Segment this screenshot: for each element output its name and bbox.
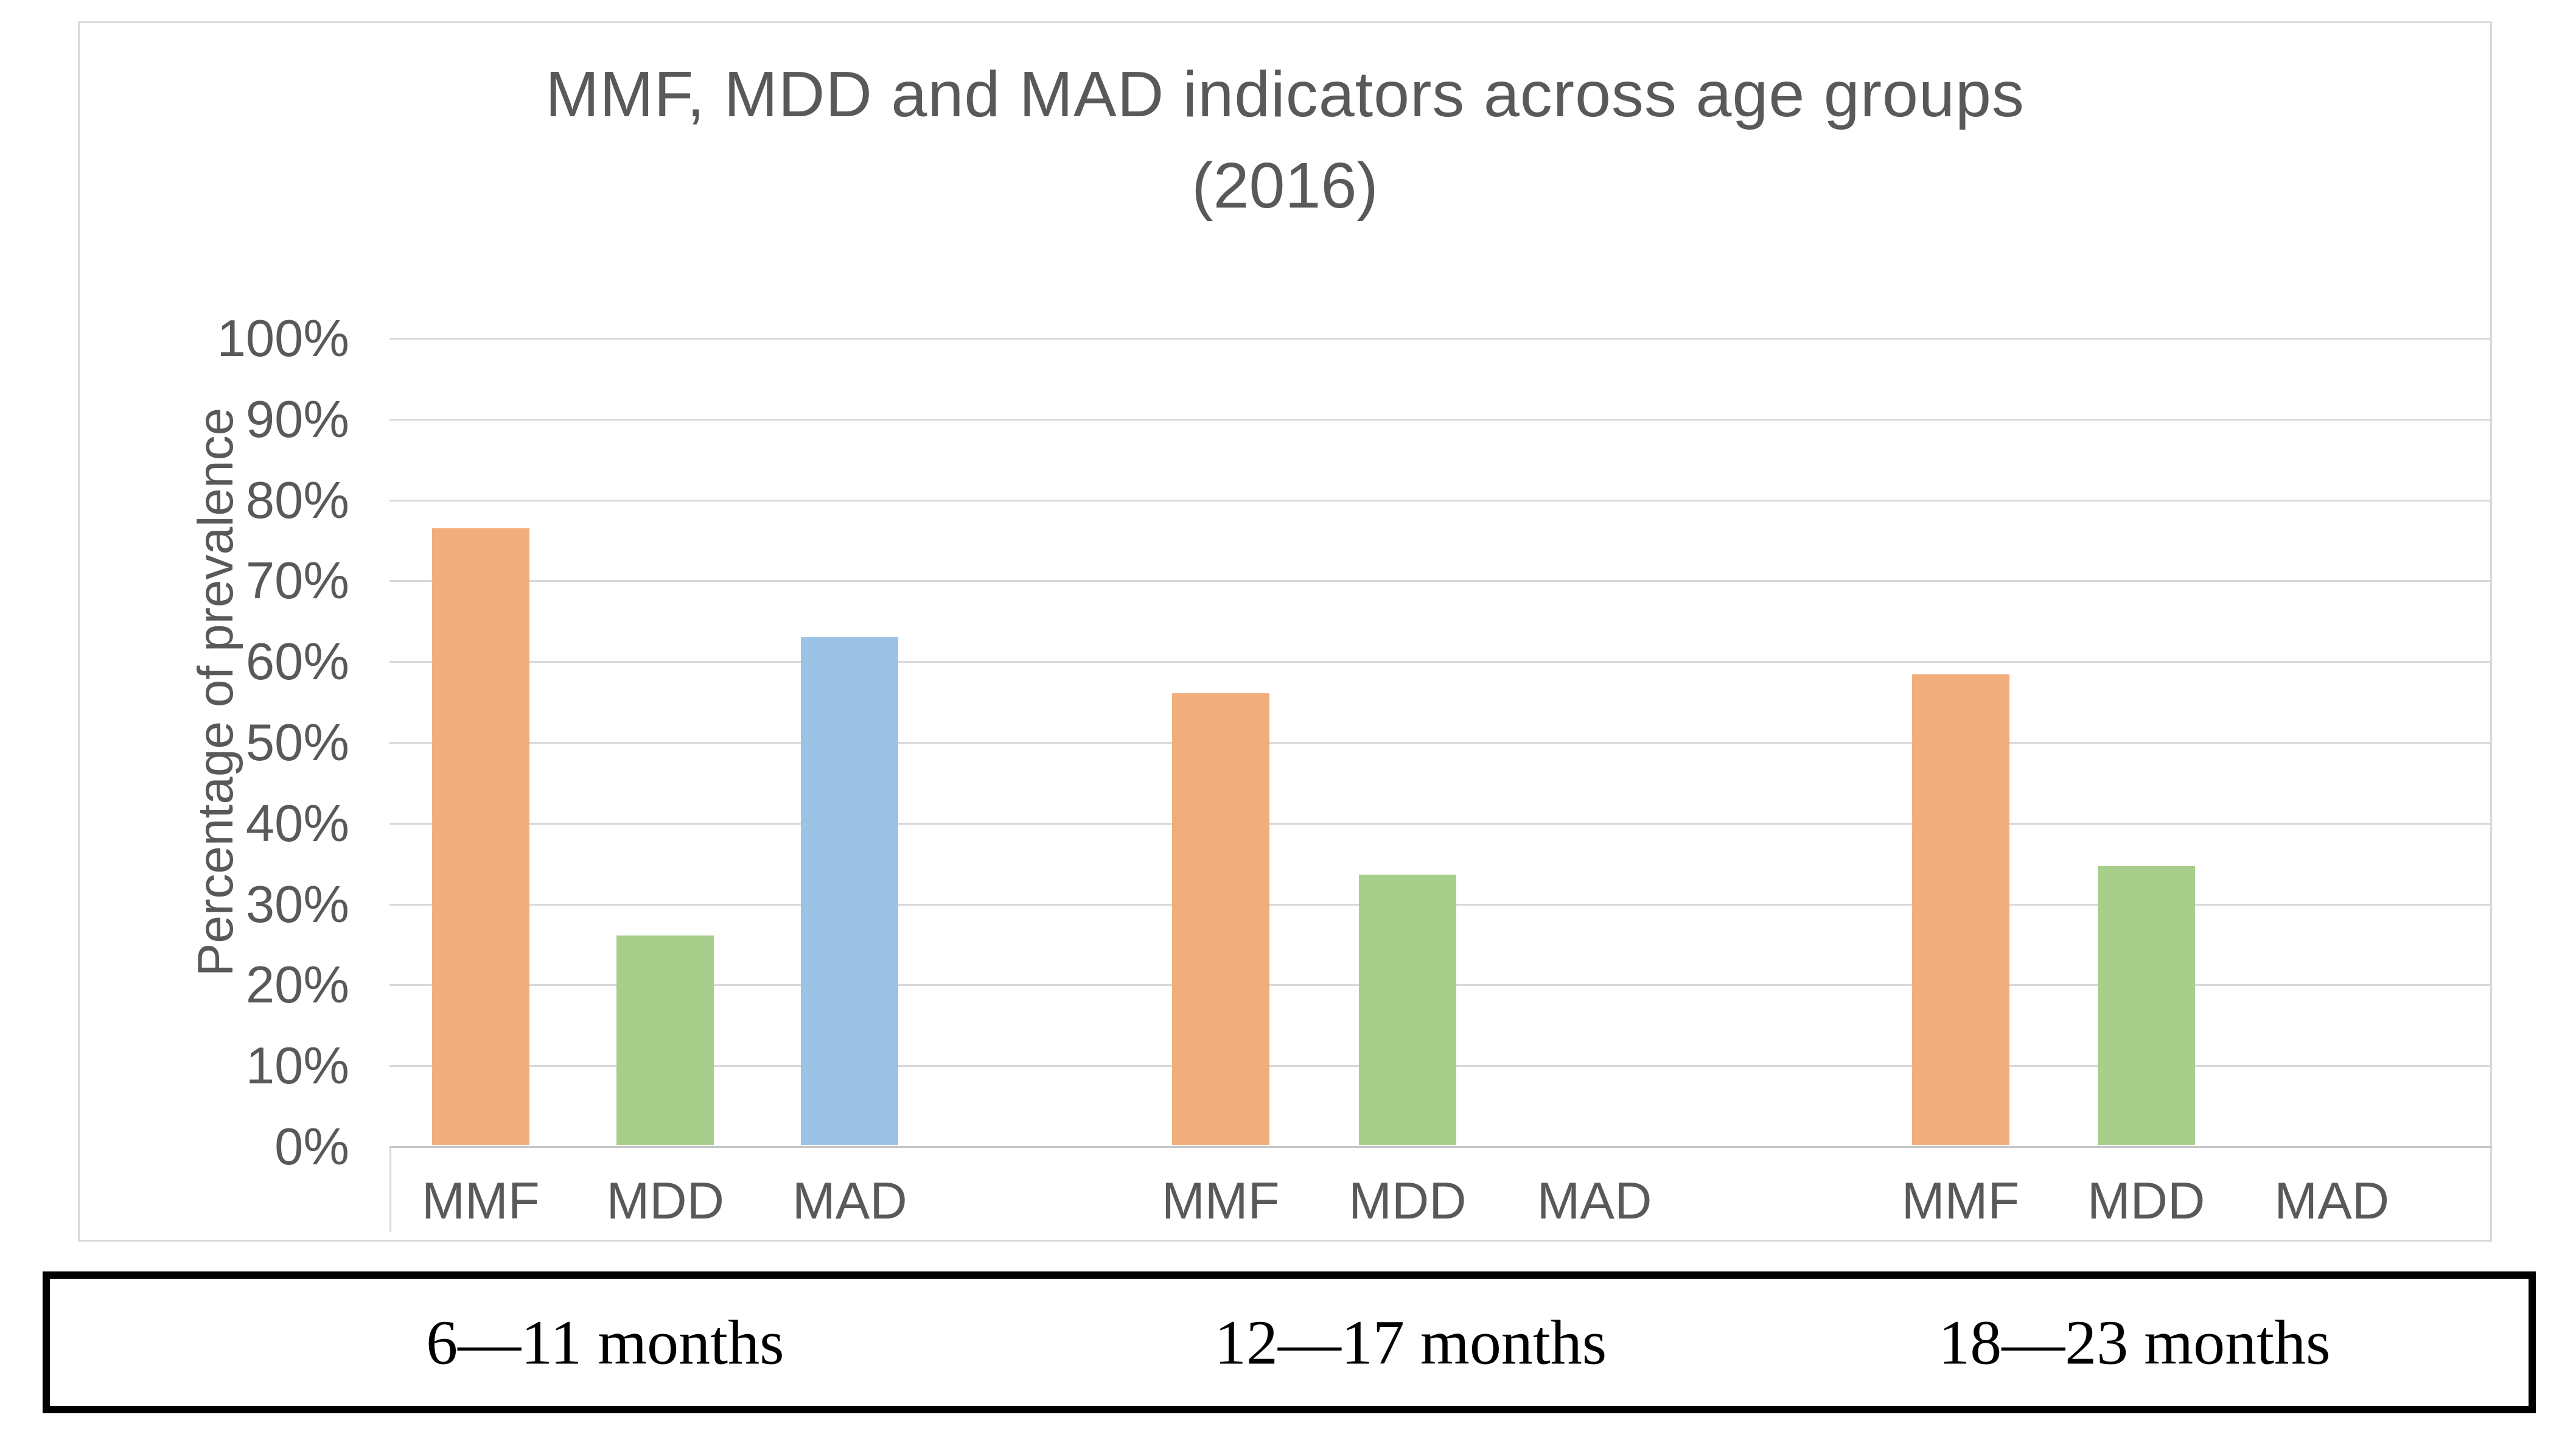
gridline-80% [389,499,2492,502]
y-tick-label-20%: 20% [245,956,349,1015]
x-tick-label-MAD-group2: MAD [1537,1172,1652,1230]
bar-MAD-group1 [801,637,899,1145]
gridline-50% [389,742,2492,744]
y-tick-label-0%: 0% [274,1118,349,1176]
bar-MDD-group1 [616,935,714,1145]
age-group-label-2: 12—17 months [1214,1307,1607,1377]
y-tick-label-100%: 100% [217,310,349,368]
bar-MDD-group3 [2097,865,2195,1145]
axis-left-tick [389,1147,391,1232]
bar-MMF-group2 [1171,693,1269,1145]
y-tick-label-90%: 90% [245,390,349,449]
age-group-label-3: 18—23 months [1938,1307,2331,1377]
gridline-60% [389,661,2492,663]
y-axis-tick-labels: 100% 90% 80% 70% 60% 50% 40% 30% 20% 10% 0% [0,313,349,1173]
x-tick-label-MAD-group1: MAD [792,1172,907,1230]
gridline-70% [389,580,2492,582]
x-axis-indicator-labels: MMF MDD MAD MMF MDD MAD MMF MDD MAD [389,1172,2492,1239]
x-tick-label-MDD-group1: MDD [606,1172,725,1230]
bar-MMF-group3 [1911,674,2009,1145]
gridline-40% [389,822,2492,825]
chart-subtitle: (2016) [1192,150,1378,222]
x-tick-label-MAD-group3: MAD [2274,1172,2390,1230]
plot-area [389,338,2492,1235]
x-tick-label-MMF-group2: MMF [1161,1172,1280,1230]
age-group-label-1: 6—11 months [426,1307,784,1377]
bar-MDD-group2 [1358,875,1456,1145]
x-tick-label-MDD-group2: MDD [1349,1172,1467,1230]
y-tick-label-70%: 70% [245,552,349,610]
bar-MMF-group1 [431,528,529,1145]
x-tick-label-MMF-group1: MMF [422,1172,540,1230]
y-tick-label-30%: 30% [245,875,349,934]
x-tick-label-MDD-group3: MDD [2087,1172,2205,1230]
age-group-label-box: 6—11 months 12—17 months 18—23 months [43,1271,2536,1413]
y-tick-label-40%: 40% [245,794,349,853]
y-tick-label-60%: 60% [245,633,349,691]
y-tick-label-50%: 50% [245,714,349,772]
x-tick-label-MMF-group3: MMF [1901,1172,2020,1230]
chart-title: MMF, MDD and MAD indicators across age g… [545,58,2025,130]
chart-title-block: MMF, MDD and MAD indicators across age g… [78,49,2492,231]
y-tick-label-10%: 10% [245,1037,349,1096]
gridline-0% [389,1146,2492,1148]
plot-right-border [2490,338,2492,1235]
y-tick-label-80%: 80% [245,471,349,530]
gridline-90% [389,418,2492,421]
gridline-100% [389,338,2492,340]
